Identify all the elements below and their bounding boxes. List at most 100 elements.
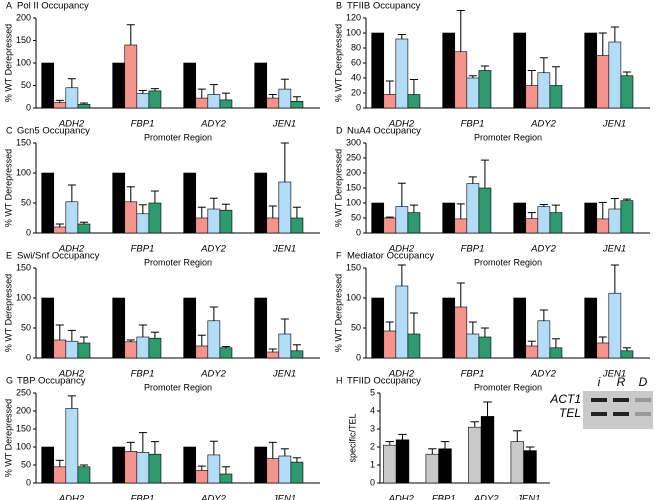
x-tick-label: ADH2 bbox=[58, 244, 85, 255]
y-axis-label: % WT Derepressed bbox=[333, 24, 343, 102]
bar bbox=[525, 345, 539, 359]
panel-letter: H bbox=[336, 375, 343, 385]
gel-band bbox=[635, 398, 651, 402]
x-tick-label: JEN1 bbox=[272, 119, 296, 130]
bar bbox=[77, 466, 91, 484]
bar bbox=[278, 181, 292, 234]
bar bbox=[608, 208, 622, 234]
bar bbox=[136, 336, 150, 359]
y-tick-label: 3 bbox=[370, 423, 375, 433]
bar bbox=[442, 202, 456, 234]
x-axis-label: Promoter Region bbox=[144, 382, 212, 392]
x-tick-label: FBP1 bbox=[432, 494, 456, 500]
bar bbox=[207, 94, 221, 109]
bar bbox=[466, 77, 480, 109]
bar bbox=[148, 90, 162, 109]
x-tick-label: JEN1 bbox=[272, 369, 296, 380]
y-tick-label: 80 bbox=[351, 42, 361, 52]
y-tick-label: 150 bbox=[16, 423, 31, 433]
x-axis-label: Promoter Region bbox=[144, 257, 212, 267]
y-tick-label: 100 bbox=[16, 57, 31, 67]
bar bbox=[207, 208, 221, 234]
bar bbox=[183, 172, 197, 234]
bar bbox=[183, 446, 197, 484]
bar bbox=[549, 347, 563, 359]
x-tick-label: FBP1 bbox=[131, 369, 155, 380]
y-tick-label: 100 bbox=[346, 27, 361, 37]
y-axis-label: specific/TEL bbox=[347, 413, 357, 462]
x-tick-label: JEN1 bbox=[602, 244, 626, 255]
bar bbox=[371, 32, 385, 109]
x-tick-label: ADH2 bbox=[58, 119, 85, 130]
y-tick-label: 100 bbox=[16, 167, 31, 177]
bar bbox=[290, 350, 304, 359]
y-tick-label: 50 bbox=[21, 197, 31, 207]
x-tick-label: ADH2 bbox=[388, 244, 415, 255]
y-tick-label: 150 bbox=[16, 137, 31, 147]
y-tick-label: 0 bbox=[26, 477, 31, 487]
bar bbox=[525, 85, 539, 109]
bar bbox=[195, 97, 209, 109]
bar bbox=[183, 62, 197, 109]
bar bbox=[371, 297, 385, 359]
y-tick-label: 50 bbox=[21, 322, 31, 332]
panel: B TFIIB Occupancy % WT Derepressed Promoter… bbox=[333, 0, 650, 142]
y-tick-label: 20 bbox=[351, 87, 361, 97]
panel-title: Gcn5 Occupancy bbox=[17, 126, 90, 137]
bar bbox=[383, 444, 397, 484]
panel-letter: F bbox=[336, 250, 342, 260]
bar bbox=[513, 32, 527, 109]
bar bbox=[620, 75, 634, 109]
x-tick-label: JEN1 bbox=[602, 369, 626, 380]
y-tick-label: 0 bbox=[26, 352, 31, 362]
bar bbox=[584, 32, 598, 109]
panel-title: Swi/Snf Occupancy bbox=[17, 251, 100, 262]
bar bbox=[395, 439, 410, 484]
y-tick-label: 0 bbox=[356, 102, 361, 112]
bar bbox=[278, 455, 292, 484]
x-tick-label: FBP1 bbox=[131, 119, 155, 130]
bar bbox=[442, 32, 456, 109]
x-tick-label: ADY2 bbox=[200, 494, 227, 500]
y-tick-label: 50 bbox=[351, 212, 361, 222]
bar bbox=[513, 202, 527, 234]
gel-band bbox=[591, 412, 607, 416]
bar bbox=[112, 62, 126, 109]
y-axis-label: % WT Derepressed bbox=[3, 274, 13, 352]
bar bbox=[266, 351, 280, 359]
y-tick-label: 120 bbox=[346, 12, 361, 22]
gel-band bbox=[613, 412, 629, 416]
lane-label: D bbox=[639, 375, 648, 389]
bar bbox=[148, 453, 162, 484]
x-tick-label: FBP1 bbox=[461, 119, 485, 130]
x-tick-label: ADY2 bbox=[200, 119, 227, 130]
x-tick-label: ADY2 bbox=[530, 369, 557, 380]
bar bbox=[383, 217, 397, 234]
bar bbox=[468, 426, 482, 484]
bar bbox=[525, 218, 539, 234]
bar bbox=[136, 93, 150, 109]
bar bbox=[266, 217, 280, 234]
bar bbox=[584, 202, 598, 234]
x-axis-label: Promoter Region bbox=[474, 132, 542, 142]
y-tick-label: 60 bbox=[351, 57, 361, 67]
y-tick-label: 250 bbox=[16, 387, 31, 397]
panel-title: Mediator Occupancy bbox=[347, 251, 434, 262]
x-tick-label: JEN1 bbox=[272, 494, 296, 500]
y-tick-label: 100 bbox=[16, 292, 31, 302]
bar bbox=[383, 330, 397, 359]
bar bbox=[148, 202, 162, 234]
x-tick-label: FBP1 bbox=[461, 244, 485, 255]
row-label: TEL bbox=[559, 406, 581, 420]
bar bbox=[438, 448, 452, 484]
bar bbox=[425, 453, 439, 484]
y-tick-label: 100 bbox=[346, 197, 361, 207]
bar bbox=[77, 223, 91, 234]
y-tick-label: 0 bbox=[356, 227, 361, 237]
bar bbox=[124, 341, 138, 359]
bar bbox=[65, 340, 79, 359]
bar bbox=[112, 172, 126, 234]
lane-label: i bbox=[598, 375, 601, 389]
panel: D NuA4 Occupancy % WT Derepressed Promoter … bbox=[333, 125, 650, 267]
